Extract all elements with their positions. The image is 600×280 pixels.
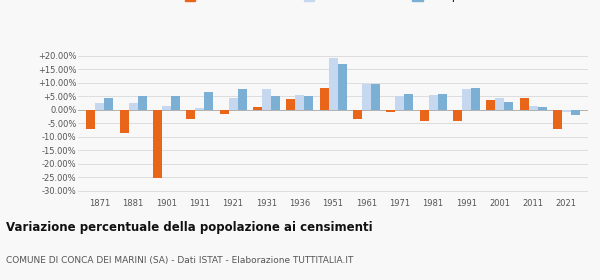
Bar	[162, 106, 171, 110]
Bar	[137, 96, 146, 110]
Bar	[329, 59, 337, 110]
Bar	[529, 106, 538, 110]
Bar	[462, 90, 471, 110]
Bar	[486, 100, 495, 110]
Bar	[553, 110, 562, 129]
Bar	[238, 90, 247, 110]
Legend: Conca dei Marini, Provincia di SA, Campania: Conca dei Marini, Provincia di SA, Campa…	[183, 0, 483, 4]
Text: COMUNE DI CONCA DEI MARINI (SA) - Dati ISTAT - Elaborazione TUTTITALIA.IT: COMUNE DI CONCA DEI MARINI (SA) - Dati I…	[6, 256, 353, 265]
Bar	[337, 64, 347, 110]
Bar	[520, 98, 529, 110]
Bar	[362, 84, 371, 110]
Bar	[437, 94, 446, 110]
Bar	[229, 98, 238, 110]
Bar	[386, 110, 395, 112]
Bar	[195, 108, 204, 110]
Text: Variazione percentuale della popolazione ai censimenti: Variazione percentuale della popolazione…	[6, 221, 373, 234]
Bar	[204, 92, 213, 110]
Bar	[495, 98, 504, 110]
Bar	[304, 96, 313, 110]
Bar	[171, 96, 180, 110]
Bar	[262, 90, 271, 110]
Bar	[471, 88, 480, 110]
Bar	[286, 99, 295, 110]
Bar	[353, 110, 362, 119]
Bar	[271, 96, 280, 110]
Bar	[86, 110, 95, 129]
Bar	[395, 96, 404, 110]
Bar	[119, 110, 128, 133]
Bar	[419, 110, 428, 120]
Bar	[104, 98, 113, 110]
Bar	[562, 110, 571, 112]
Bar	[220, 110, 229, 114]
Bar	[428, 95, 437, 110]
Bar	[128, 103, 137, 110]
Bar	[571, 110, 580, 115]
Bar	[371, 84, 380, 110]
Bar	[453, 110, 462, 120]
Bar	[538, 107, 547, 110]
Bar	[320, 88, 329, 110]
Bar	[404, 94, 413, 110]
Bar	[295, 95, 304, 110]
Bar	[253, 107, 262, 110]
Bar	[186, 110, 195, 119]
Bar	[95, 103, 104, 110]
Bar	[153, 110, 162, 178]
Bar	[504, 102, 513, 110]
